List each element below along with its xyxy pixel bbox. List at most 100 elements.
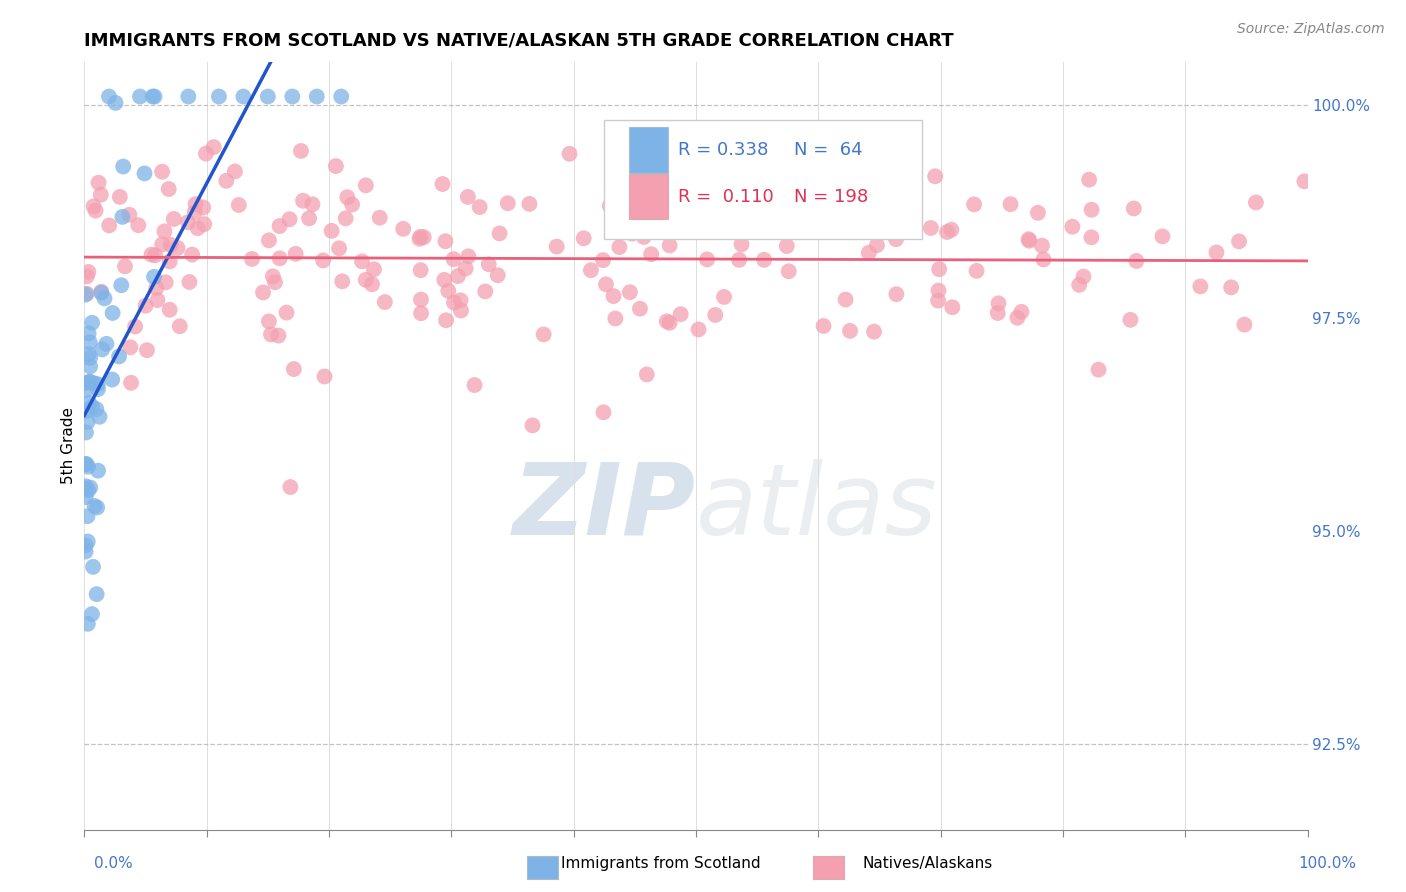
Point	[330, 89, 353, 103]
Point	[640, 247, 662, 261]
Point	[688, 322, 710, 336]
Point	[592, 405, 614, 419]
Point	[75, 458, 97, 472]
Point	[636, 368, 658, 382]
Point	[193, 201, 215, 215]
Point	[363, 262, 385, 277]
Text: 0.0%: 0.0%	[94, 856, 134, 871]
Point	[863, 325, 886, 339]
Point	[87, 176, 110, 190]
Point	[166, 241, 188, 255]
Point	[112, 160, 135, 174]
Point	[676, 211, 699, 226]
Point	[82, 559, 104, 574]
Point	[321, 224, 343, 238]
Point	[129, 89, 152, 103]
Point	[75, 482, 97, 496]
Point	[215, 174, 238, 188]
Point	[260, 327, 283, 342]
Text: Source: ZipAtlas.com: Source: ZipAtlas.com	[1237, 22, 1385, 37]
Point	[76, 616, 98, 631]
Point	[87, 377, 110, 392]
Point	[75, 490, 97, 504]
Point	[150, 165, 173, 179]
Point	[269, 252, 291, 266]
Point	[713, 290, 735, 304]
Point	[692, 186, 714, 200]
Point	[193, 217, 215, 231]
Point	[177, 215, 200, 229]
Point	[884, 232, 907, 246]
Point	[77, 326, 100, 341]
Point	[447, 269, 470, 284]
Point	[434, 234, 457, 248]
Point	[135, 299, 157, 313]
Point	[1220, 280, 1243, 294]
Point	[159, 254, 181, 268]
Point	[1152, 229, 1174, 244]
Point	[704, 308, 727, 322]
Point	[1125, 254, 1147, 268]
Point	[301, 197, 323, 211]
Point	[478, 257, 501, 271]
Text: R =  0.110: R = 0.110	[678, 187, 773, 206]
Point	[1000, 197, 1022, 211]
Point	[496, 196, 519, 211]
Point	[710, 214, 733, 228]
Point	[77, 347, 100, 361]
Point	[474, 285, 496, 299]
Point	[928, 262, 950, 277]
Point	[83, 376, 105, 391]
Point	[1032, 252, 1054, 267]
Point	[619, 285, 641, 300]
Point	[866, 238, 889, 252]
Point	[936, 225, 959, 239]
Point	[76, 286, 98, 301]
Point	[75, 425, 97, 440]
Point	[82, 400, 104, 414]
Point	[79, 359, 101, 374]
Text: R = 0.338: R = 0.338	[678, 141, 768, 159]
Point	[1205, 245, 1227, 260]
Text: 100.0%: 100.0%	[1299, 856, 1357, 871]
Point	[264, 275, 287, 289]
Point	[432, 177, 454, 191]
Point	[457, 190, 479, 204]
Point	[1018, 234, 1040, 248]
Point	[146, 293, 169, 307]
Point	[354, 178, 377, 193]
Point	[1080, 230, 1102, 244]
Point	[920, 221, 942, 235]
Point	[335, 211, 357, 226]
Point	[314, 369, 336, 384]
Point	[450, 303, 472, 318]
Point	[208, 89, 231, 103]
Point	[602, 289, 624, 303]
Point	[75, 287, 97, 301]
Point	[658, 238, 681, 252]
Point	[76, 534, 98, 549]
Point	[75, 479, 97, 493]
Point	[987, 306, 1010, 320]
Point	[257, 89, 280, 103]
Point	[752, 252, 775, 267]
Point	[79, 481, 101, 495]
Point	[276, 305, 298, 319]
Point	[454, 261, 477, 276]
Point	[111, 210, 134, 224]
Point	[83, 499, 105, 513]
Point	[86, 500, 108, 515]
Point	[354, 273, 377, 287]
Point	[159, 302, 181, 317]
Point	[98, 219, 121, 233]
Point	[202, 140, 225, 154]
Point	[280, 480, 302, 494]
Point	[75, 544, 97, 558]
Point	[927, 293, 949, 308]
Point	[108, 190, 131, 204]
Text: IMMIGRANTS FROM SCOTLAND VS NATIVE/ALASKAN 5TH GRADE CORRELATION CHART: IMMIGRANTS FROM SCOTLAND VS NATIVE/ALASK…	[84, 32, 955, 50]
Point	[312, 253, 335, 268]
Point	[77, 396, 100, 410]
Point	[136, 343, 159, 358]
Point	[336, 190, 359, 204]
